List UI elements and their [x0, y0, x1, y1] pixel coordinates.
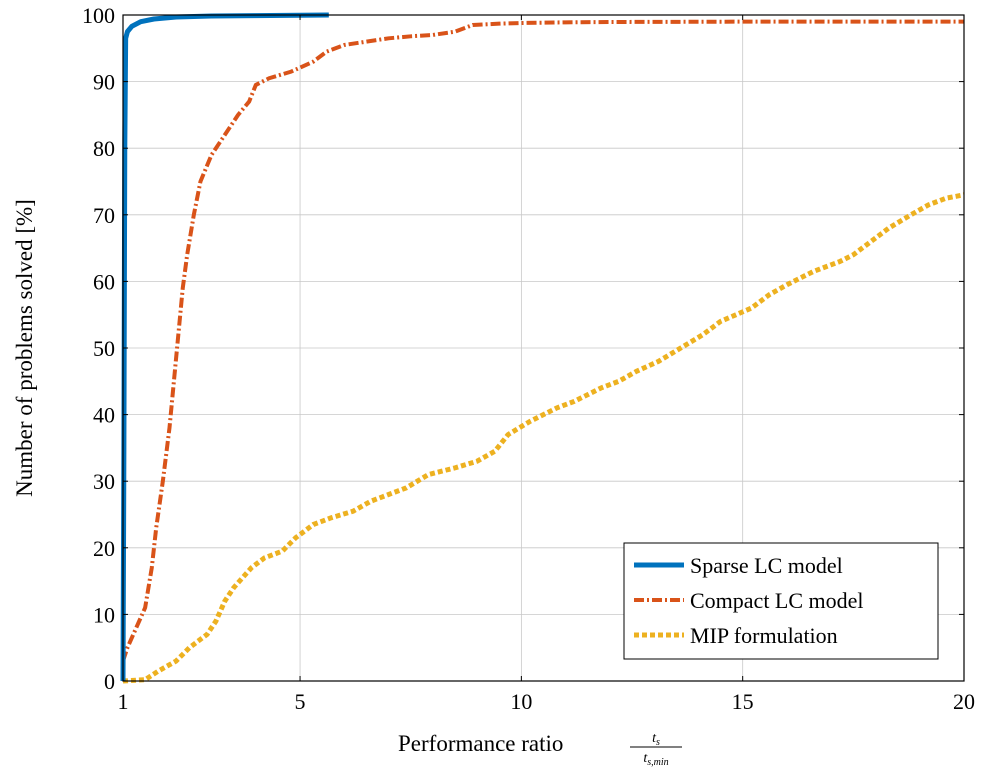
legend: Sparse LC model Compact LC model MIP formu…	[623, 542, 939, 660]
legend-label-3: MIP formulation	[690, 623, 838, 648]
x-tick-labels: 1 5 10 15 20	[118, 689, 976, 714]
legend-label-1: Sparse LC model	[690, 553, 843, 578]
y-axis-label: Number of problems solved [%]	[12, 199, 37, 497]
y-tick-label: 40	[93, 403, 115, 428]
series-line-1	[120, 12, 329, 682]
x-axis-label-fraction: ts ts,min	[630, 731, 682, 768]
y-tick-label: 90	[93, 70, 115, 95]
y-tick-label: 30	[93, 469, 115, 494]
x-tick-label: 1	[118, 689, 129, 714]
y-tick-label: 60	[93, 269, 115, 294]
fraction-denominator: ts,min	[643, 751, 668, 768]
fraction-denominator-sub: s,min	[647, 757, 668, 768]
y-tick-label: 70	[93, 203, 115, 228]
legend-label-2: Compact LC model	[690, 588, 864, 613]
ticks	[122, 14, 965, 682]
x-tick-label: 20	[953, 689, 975, 714]
series-lines	[120, 12, 965, 684]
fraction-denominator-main: t	[643, 751, 648, 766]
x-tick-label: 10	[510, 689, 532, 714]
fraction-numerator: ts	[652, 731, 660, 748]
y-tick-label: 80	[93, 136, 115, 161]
fraction-numerator-main: t	[652, 731, 657, 746]
series-line-3	[122, 192, 965, 684]
y-tick-label: 20	[93, 536, 115, 561]
x-axis-label: Performance ratio ts ts,min	[398, 731, 682, 768]
fraction-numerator-sub: s	[656, 737, 660, 748]
y-tick-label: 0	[104, 669, 115, 694]
y-tick-labels: 0 10 20 30 40 50 60 70 80 90 100	[82, 3, 115, 694]
x-tick-label: 5	[295, 689, 306, 714]
y-tick-label: 10	[93, 602, 115, 627]
series-line-2	[121, 19, 964, 662]
y-tick-label: 100	[82, 3, 115, 28]
x-tick-label: 15	[732, 689, 754, 714]
x-axis-label-text: Performance ratio	[398, 731, 563, 756]
y-tick-label: 50	[93, 336, 115, 361]
